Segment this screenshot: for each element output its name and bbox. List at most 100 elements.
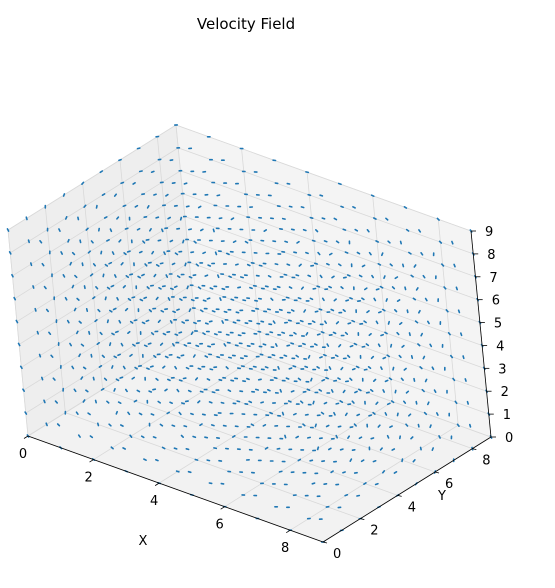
velocity-arrow: [391, 448, 396, 451]
velocity-arrow: [92, 296, 96, 300]
velocity-arrow: [184, 262, 187, 267]
velocity-arrow: [109, 342, 112, 347]
velocity-arrow: [167, 378, 171, 382]
velocity-arrow: [339, 448, 344, 451]
x-tick-mark: [220, 506, 225, 510]
velocity-arrow: [385, 217, 389, 221]
velocity-arrow: [175, 470, 180, 473]
velocity-arrow: [204, 355, 209, 358]
velocity-arrow: [342, 308, 346, 313]
y-tick-label: 0: [333, 547, 341, 562]
velocity-arrow: [172, 310, 176, 314]
velocity-arrow: [309, 216, 314, 219]
velocity-arrow: [285, 377, 290, 380]
velocity-arrow: [124, 227, 129, 230]
velocity-arrow: [338, 343, 342, 348]
z-gridline-back: [186, 239, 483, 346]
velocity-arrow: [157, 400, 161, 404]
velocity-arrow: [11, 273, 14, 278]
velocity-arrow: [288, 367, 293, 370]
z-tick-label: 0: [505, 431, 513, 446]
y-tick-mark: [360, 518, 365, 521]
velocity-arrow: [108, 261, 113, 265]
velocity-arrow: [277, 365, 280, 370]
velocity-arrow: [353, 423, 357, 427]
velocity-arrow: [194, 458, 199, 461]
velocity-arrow: [292, 412, 297, 416]
velocity-arrow: [263, 229, 268, 232]
velocity-arrow: [152, 436, 157, 439]
velocity-arrow: [136, 147, 141, 150]
velocity-arrow: [320, 331, 325, 334]
velocity-arrow: [399, 240, 403, 245]
z-gridline-left: [23, 284, 192, 391]
velocity-arrow: [290, 342, 295, 345]
velocity-arrow: [163, 251, 166, 256]
velocity-arrow: [431, 366, 435, 371]
velocity-arrow: [266, 308, 272, 311]
velocity-arrow: [319, 274, 323, 279]
velocity-arrow: [320, 411, 325, 415]
z-axis-line: [470, 230, 492, 438]
chart-title: Velocity Field: [197, 15, 295, 33]
velocity-arrow: [110, 284, 115, 288]
velocity-arrow: [230, 217, 235, 221]
velocity-arrow: [13, 296, 17, 301]
velocity-arrow: [208, 320, 213, 323]
velocity-arrow: [309, 459, 314, 462]
velocity-arrow: [62, 193, 66, 197]
velocity-arrow: [166, 411, 170, 415]
velocity-arrow: [367, 365, 372, 370]
velocity-arrow: [235, 311, 240, 314]
velocity-arrow: [64, 296, 68, 301]
velocity-arrow: [288, 286, 293, 289]
velocity-arrow: [34, 307, 37, 312]
z-gridline-back: [195, 330, 492, 438]
velocity-arrows: [6, 124, 493, 543]
velocity-arrow: [43, 285, 47, 290]
velocity-arrow: [114, 274, 117, 278]
z-gridline-left: [25, 307, 194, 414]
velocity-arrow: [58, 228, 61, 232]
velocity-arrow: [201, 413, 206, 416]
velocity-arrow: [211, 310, 216, 313]
velocity-arrow: [204, 274, 209, 277]
velocity-arrow: [185, 447, 190, 451]
z-tick-label: 9: [485, 225, 493, 240]
y-gridline-floor: [102, 388, 398, 496]
velocity-arrow: [325, 424, 330, 428]
velocity-arrow: [25, 216, 28, 221]
velocity-arrow: [385, 298, 388, 302]
velocity-arrow: [117, 401, 122, 405]
velocity-arrow: [144, 263, 148, 267]
velocity-arrow: [318, 388, 323, 392]
velocity-arrow: [216, 194, 221, 197]
velocity-arrow: [287, 400, 292, 403]
velocity-arrow: [207, 345, 212, 348]
velocity-arrow: [374, 482, 379, 486]
velocity-arrow: [129, 434, 133, 439]
velocity-arrow: [143, 344, 148, 348]
velocity-arrow: [158, 286, 162, 290]
velocity-arrow: [232, 321, 237, 324]
velocity-arrow: [246, 263, 251, 267]
velocity-arrow: [429, 424, 432, 429]
z-gridline-left: [18, 239, 188, 345]
velocity-arrow: [311, 320, 316, 324]
velocity-arrow: [103, 377, 108, 381]
velocity-arrow: [209, 287, 214, 290]
velocity-arrow: [436, 217, 440, 221]
velocity-arrow: [375, 240, 380, 243]
velocity-arrow: [161, 446, 166, 450]
velocity-arrow: [347, 435, 351, 440]
velocity-arrow: [330, 308, 335, 312]
velocity-arrow: [307, 274, 312, 278]
velocity-arrow: [221, 287, 226, 291]
velocity-arrow: [400, 377, 404, 382]
velocity-arrow: [311, 482, 316, 485]
axis-lines: [27, 230, 492, 543]
velocity-arrow: [143, 296, 148, 300]
z-gridline-back: [178, 147, 474, 255]
velocity-arrow: [391, 286, 396, 290]
velocity-arrow: [402, 400, 407, 404]
